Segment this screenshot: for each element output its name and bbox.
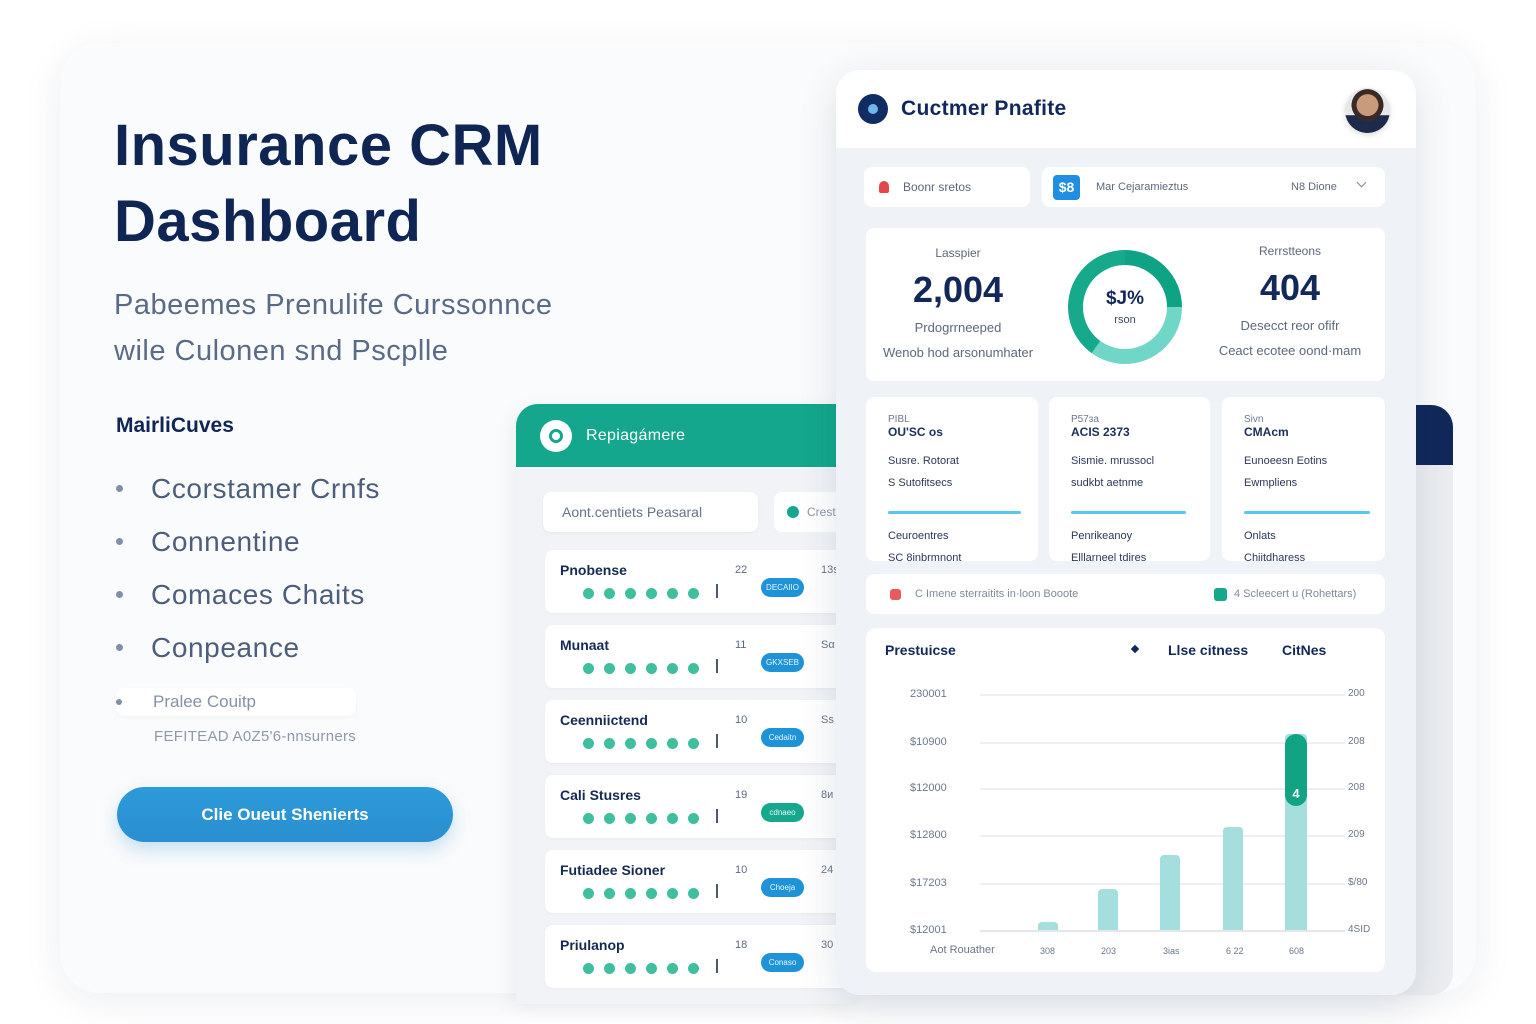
kpi-right-value: 404 <box>1259 267 1321 308</box>
hero-subtitle: Pabeemes Prenulife Curssonnce wile Culon… <box>114 282 552 374</box>
list-item[interactable]: Priulanop 18 Conaso 30 <box>545 925 856 988</box>
user-avatar[interactable] <box>1345 88 1390 133</box>
revenue-chart: Prestuicse Llse citness CitNes 230001 $1… <box>866 628 1385 972</box>
bullet-icon <box>116 538 123 545</box>
divider <box>716 734 718 748</box>
small-feature: Pralee Couitp FEFITEAD A0Z5'6-nnsurners <box>116 688 357 745</box>
rating-dots <box>583 888 699 899</box>
status-dot-icon <box>787 506 799 518</box>
chart-bar[interactable] <box>1223 827 1243 930</box>
plan-select-value: N8 Dione <box>1291 181 1337 193</box>
divider <box>716 959 718 973</box>
agents-panel: Repiagámere Aont.centiets Peasaral Crest… <box>516 404 856 1004</box>
status-badge[interactable]: GKXSEB <box>761 653 804 672</box>
kpi-left-value: 2,004 <box>912 269 1004 310</box>
chart-highlight-marker[interactable]: 4 <box>1285 734 1307 806</box>
hero-title-line1: Insurance CRM <box>114 113 543 178</box>
list-item[interactable]: Cali Stusres 19 cdnaeo 8и <box>545 775 856 838</box>
customer-profile-header: Cuctmer Pnafite <box>836 70 1416 148</box>
agents-panel-title: Repiagámere <box>586 426 686 444</box>
chevron-down-icon <box>1356 177 1367 188</box>
legend-item[interactable]: Llse citness <box>1168 642 1249 658</box>
hero-subtitle-line2: wile Culonen snd Pscplle <box>114 335 449 367</box>
bullet-icon <box>116 485 123 492</box>
cta-button[interactable]: Clie Oueut Shenierts <box>117 787 453 842</box>
bullet-icon <box>116 699 122 705</box>
bullet-icon <box>116 644 123 651</box>
progress-bar <box>1071 511 1186 514</box>
hero-title: Insurance CRM Dashboard <box>114 108 543 260</box>
alert-icon <box>890 588 901 600</box>
status-badge[interactable]: DECAIIO <box>761 578 804 597</box>
x-axis-label: Aot Rouather <box>930 944 995 956</box>
progress-bar <box>1244 511 1370 514</box>
rating-dots <box>583 813 699 824</box>
rating-dots <box>583 663 699 674</box>
list-item[interactable]: Futiadee Sioner 10 Choeja 24 <box>545 850 856 913</box>
chart-plot-area: 230001 $10900 $12000 $12800 $17203 $1200… <box>910 688 1371 956</box>
kpi-left: Lasspier 2,004 Prdogrrneeped Wenob hod a… <box>868 246 1048 360</box>
rating-dots <box>583 963 699 974</box>
policy-card[interactable]: PIBL OU'SC os Susre. Rotorat S Sutofitse… <box>866 397 1038 564</box>
divider <box>716 659 718 673</box>
list-item[interactable]: Ceenniictend 10 Cedaitn Ss <box>545 700 856 763</box>
donut-value: $J% <box>1105 288 1145 309</box>
agents-list: Pnobense 22 DECAIIO 13s Munaat 11 GKXSEB… <box>545 550 856 1000</box>
feature-item: Ccorstamer Crnfs <box>116 462 380 515</box>
status-badge[interactable]: Conaso <box>761 953 804 972</box>
small-feature-subtext: FEFITEAD A0Z5'6-nnsurners <box>154 728 357 745</box>
divider <box>716 884 718 898</box>
list-item[interactable]: Pnobense 22 DECAIIO 13s <box>545 550 856 613</box>
plan-select[interactable]: $8 Mar Cejaramieztus N8 Dione <box>1042 167 1385 207</box>
chart-title: Prestuicse <box>885 642 956 658</box>
policy-cards: PIBL OU'SC os Susre. Rotorat S Sutofitse… <box>866 397 1386 564</box>
hero-subtitle-line1: Pabeemes Prenulife Curssonnce <box>114 289 553 321</box>
kpi-right: Rerrstteons 404 Desecct reor ofifr Ceact… <box>1200 244 1380 358</box>
feature-item: Conpeance <box>116 621 380 674</box>
policy-card[interactable]: Sivn CMAcm Eunoeesn Eotins Ewmpliens Onl… <box>1222 397 1385 564</box>
feature-item: Comaces Chaits <box>116 568 380 621</box>
list-item[interactable]: Munaat 11 GKXSEB Sα <box>545 625 856 688</box>
dollar-icon: $8 <box>1053 174 1080 200</box>
chart-bar[interactable] <box>1038 922 1058 930</box>
status-badge[interactable]: cdnaeo <box>761 803 804 822</box>
chart-bar[interactable] <box>1160 855 1180 930</box>
donut-chart: $J% rson <box>1068 250 1182 364</box>
panel-logo-icon <box>540 419 572 452</box>
agents-panel-header: Repiagámere <box>516 404 856 467</box>
divider <box>716 809 718 823</box>
location-pin-icon <box>879 181 889 193</box>
chart-bar[interactable] <box>1098 889 1118 930</box>
location-chip[interactable]: Boonr sretos <box>864 167 1030 207</box>
hero-title-line2: Dashboard <box>114 189 422 254</box>
rating-dots <box>583 588 699 599</box>
progress-bar <box>888 511 1021 514</box>
policy-card[interactable]: P57ɜa ACIS 2373 Sismie. mrussocl sudkbt … <box>1049 397 1210 564</box>
divider <box>716 584 718 598</box>
features-heading: MairliCuves <box>116 414 234 437</box>
kpi-summary-card: Lasspier 2,004 Prdogrrneeped Wenob hod a… <box>866 228 1385 381</box>
bullet-icon <box>116 591 123 598</box>
agents-search-input[interactable]: Aont.centiets Peasaral <box>543 492 758 532</box>
customer-profile-title: Cuctmer Pnafite <box>901 97 1067 120</box>
customer-profile-panel: Cuctmer Pnafite Boonr sretos $8 Mar Ceja… <box>836 70 1416 995</box>
feature-item: Connentine <box>116 515 380 568</box>
rating-dots <box>583 738 699 749</box>
status-badge[interactable]: Cedaitn <box>761 728 804 747</box>
app-logo-icon <box>858 94 888 124</box>
notification-bar[interactable]: C Imene sterraitits in·loon Booote 4 Scl… <box>866 574 1385 614</box>
features-list: Ccorstamer Crnfs Connentine Comaces Chai… <box>116 462 380 674</box>
status-badge[interactable]: Choeja <box>761 878 804 897</box>
check-icon <box>1214 587 1227 601</box>
legend-item[interactable]: CitNes <box>1282 642 1327 658</box>
